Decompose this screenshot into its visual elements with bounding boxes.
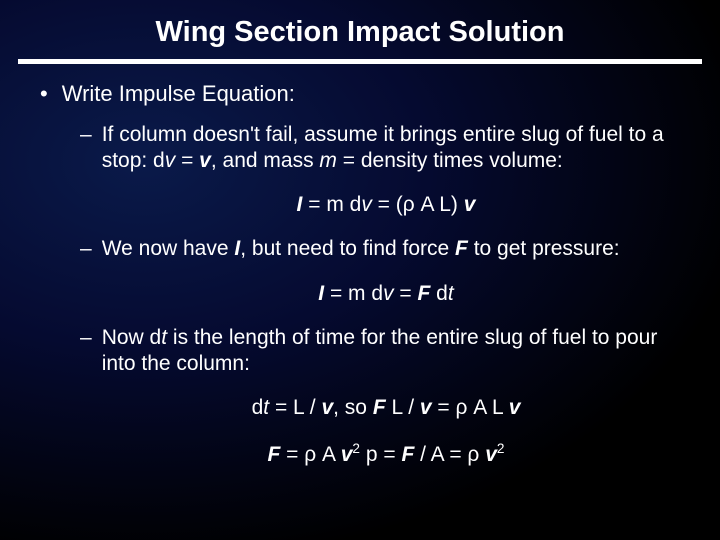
- m: m: [319, 149, 337, 172]
- t: = ρ A L: [432, 396, 509, 419]
- t: L /: [386, 396, 420, 419]
- v: v: [485, 443, 497, 466]
- slide-title: Wing Section Impact Solution: [0, 0, 720, 59]
- t: = L /: [269, 396, 321, 419]
- t: is the length of time for the entire slu…: [102, 326, 658, 375]
- equation-4: F = ρ A v2 p = F / A = ρ v2: [80, 440, 692, 468]
- main-bullet-text: Write Impulse Equation:: [62, 80, 295, 108]
- bullet-dot: •: [40, 80, 48, 108]
- equation-3: dt = L / v, so F L / v = ρ A L v: [80, 395, 692, 421]
- equation-2: I = m dv = F dt: [80, 281, 692, 307]
- t: to get pressure:: [468, 237, 620, 260]
- t: d: [430, 282, 448, 305]
- v: v: [420, 396, 432, 419]
- v-bold: v: [199, 149, 211, 172]
- F: F: [455, 237, 468, 260]
- sub1-text: If column doesn't fail, assume it brings…: [102, 122, 692, 175]
- F: F: [401, 443, 414, 466]
- sub3-text: Now dt is the length of time for the ent…: [102, 325, 692, 378]
- t: , so: [333, 396, 373, 419]
- v: v: [383, 282, 394, 305]
- v: v: [321, 396, 333, 419]
- F: F: [418, 282, 431, 305]
- sup: 2: [497, 441, 505, 456]
- t: = ρ A: [280, 443, 340, 466]
- dash-icon: –: [80, 325, 92, 378]
- t: p =: [360, 443, 401, 466]
- dash-icon: –: [80, 122, 92, 175]
- t: =: [394, 282, 418, 305]
- sub2-text: We now have I, but need to find force F …: [102, 236, 620, 262]
- t: , but need to find force: [240, 237, 455, 260]
- t: , and mass: [211, 149, 320, 172]
- t: Now d: [102, 326, 162, 349]
- sub-bullet-1: – If column doesn't fail, assume it brin…: [80, 122, 692, 175]
- t: d: [252, 396, 264, 419]
- sub-bullet-3: – Now dt is the length of time for the e…: [80, 325, 692, 378]
- t: = density times volume:: [337, 149, 563, 172]
- equation-1: I = m dv = (ρ A L) v: [80, 192, 692, 218]
- v: v: [361, 193, 372, 216]
- t: t: [448, 282, 454, 305]
- v: v: [509, 396, 521, 419]
- content-area: • Write Impulse Equation: – If column do…: [0, 80, 720, 468]
- dash-icon: –: [80, 236, 92, 262]
- v-bold: v: [464, 193, 476, 216]
- F: F: [373, 396, 386, 419]
- t: / A = ρ: [414, 443, 485, 466]
- sub-content: – If column doesn't fail, assume it brin…: [40, 122, 692, 468]
- main-bullet: • Write Impulse Equation:: [40, 80, 692, 108]
- t: = m d: [302, 193, 361, 216]
- t: We now have: [102, 237, 235, 260]
- t: = (ρ A L): [372, 193, 464, 216]
- v: v: [165, 149, 176, 172]
- t: =: [175, 149, 199, 172]
- title-underline: [18, 59, 702, 64]
- F: F: [268, 443, 281, 466]
- v: v: [341, 443, 353, 466]
- sub-bullet-2: – We now have I, but need to find force …: [80, 236, 692, 262]
- sup: 2: [352, 441, 360, 456]
- t: = m d: [324, 282, 383, 305]
